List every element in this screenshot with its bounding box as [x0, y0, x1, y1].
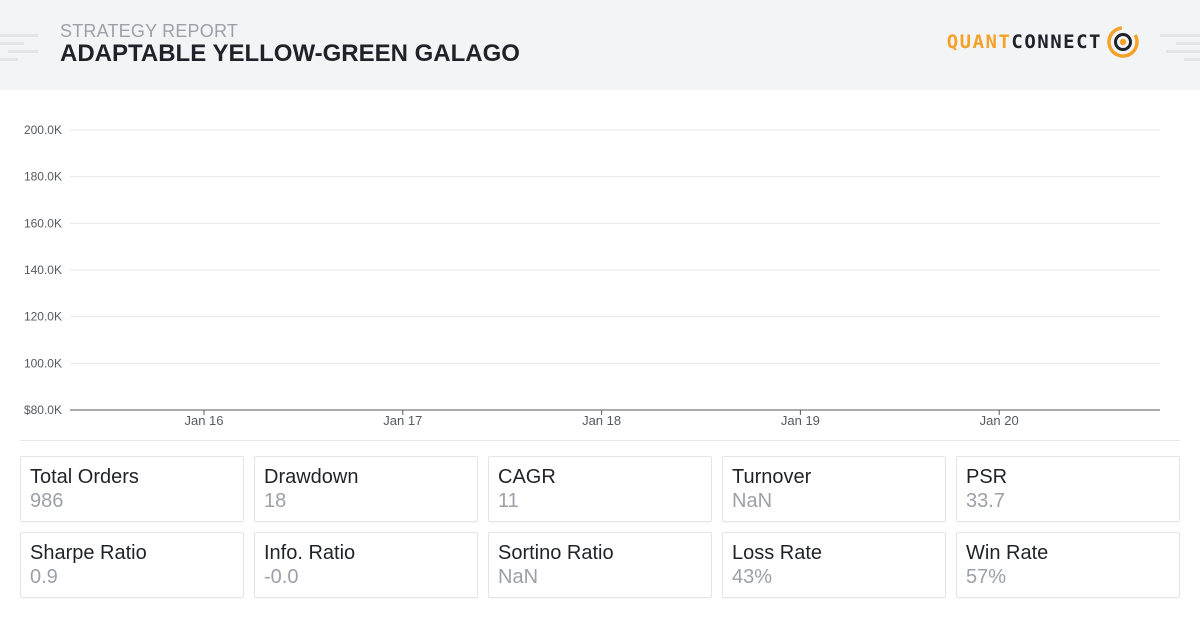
brand-name-quant: QUANT — [946, 31, 1012, 53]
header-decoration-right — [1176, 42, 1200, 45]
header-decoration-left — [0, 58, 18, 61]
stat-label: Info. Ratio — [264, 542, 356, 564]
stat-label: Drawdown — [264, 466, 359, 488]
header-decoration-left — [0, 34, 38, 37]
y-axis-tick-labels: $80.0K 100.0K 120.0K 140.0K 160.0K 180.0K 200.… — [24, 123, 62, 417]
x-tick-label: Jan 17 — [383, 413, 422, 428]
y-tick-label: 200.0K — [24, 123, 62, 137]
stat-value: -0.0 — [264, 566, 299, 588]
stat-value: 57% — [966, 566, 1007, 588]
stat-label: CAGR — [498, 466, 556, 488]
x-axis-ticks: Jan 16 Jan 17 Jan 18 Jan 19 Jan 20 — [184, 410, 1019, 428]
y-tick-label: 120.0K — [24, 310, 62, 324]
y-tick-label: 140.0K — [24, 263, 62, 277]
stat-value: NaN — [498, 566, 539, 588]
x-tick-label: Jan 18 — [582, 413, 621, 428]
stat-card: PSR 33.7 — [956, 456, 1180, 522]
header-decoration-right — [1160, 34, 1200, 37]
x-tick-label: Jan 19 — [781, 413, 820, 428]
y-tick-label: $80.0K — [24, 403, 62, 417]
header-decoration-left — [8, 50, 38, 53]
y-gridlines — [70, 129, 1160, 364]
x-tick-label: Jan 20 — [980, 413, 1019, 428]
equity-chart: $80.0K 100.0K 120.0K 140.0K 160.0K 180.0K 200.… — [24, 123, 1160, 428]
header-decoration-right — [1166, 50, 1200, 53]
stat-card: Turnover NaN — [722, 456, 946, 522]
report-subtitle: STRATEGY REPORT — [60, 21, 239, 41]
stat-label: Loss Rate — [732, 542, 823, 564]
stat-label: PSR — [966, 466, 1008, 488]
quantconnect-logo-icon — [1107, 26, 1139, 58]
stat-label: Sortino Ratio — [498, 542, 614, 564]
header-decoration-right — [1184, 58, 1200, 61]
stat-card: Total Orders 986 — [20, 456, 244, 522]
strategy-title: ADAPTABLE YELLOW-GREEN GALAGO — [60, 40, 520, 67]
stat-card: Sortino Ratio NaN — [488, 532, 712, 598]
report-header: STRATEGY REPORT ADAPTABLE YELLOW-GREEN G… — [0, 0, 1200, 90]
stat-value: NaN — [732, 490, 773, 512]
stat-value: 33.7 — [966, 490, 1005, 512]
stat-value: 11 — [498, 490, 519, 512]
header-decoration-left — [0, 42, 24, 45]
brand-name-connect: CONNECT — [1011, 31, 1102, 53]
stat-value: 986 — [30, 490, 64, 512]
stat-card: Sharpe Ratio 0.9 — [20, 532, 244, 598]
brand-logo: QUANT CONNECT — [947, 25, 1140, 59]
stat-value: 18 — [264, 490, 287, 512]
stat-card: Info. Ratio -0.0 — [254, 532, 478, 598]
y-tick-label: 160.0K — [24, 216, 62, 230]
stat-value: 43% — [732, 566, 773, 588]
y-tick-label: 180.0K — [24, 170, 62, 184]
stat-value: 0.9 — [30, 566, 58, 588]
stat-label: Turnover — [732, 466, 812, 488]
stat-label: Sharpe Ratio — [30, 542, 147, 564]
stat-card: Win Rate 57% — [956, 532, 1180, 598]
stat-card: CAGR 11 — [488, 456, 712, 522]
section-divider — [20, 440, 1180, 441]
statistics-grid: Total Orders 986 Drawdown 18 CAGR 11 Turnover N… — [20, 456, 1180, 598]
stat-label: Win Rate — [966, 542, 1049, 564]
y-tick-label: 100.0K — [24, 356, 62, 370]
stat-card: Drawdown 18 — [254, 456, 478, 522]
stat-label: Total Orders — [30, 466, 139, 488]
x-tick-label: Jan 16 — [184, 413, 223, 428]
stat-card: Loss Rate 43% — [722, 532, 946, 598]
